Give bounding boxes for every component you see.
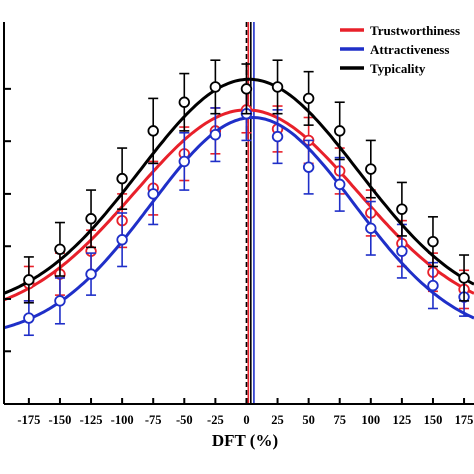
data-point-attractiveness [54, 295, 66, 307]
data-point-typicality [23, 274, 35, 286]
data-point-attractiveness [302, 161, 315, 173]
plot-area [3, 22, 474, 404]
data-point-attractiveness [365, 222, 377, 234]
fit-curve-trustworthiness [3, 108, 474, 302]
x-tick-label: -25 [207, 413, 224, 427]
data-point-typicality [85, 213, 97, 225]
x-tick-label: -75 [145, 413, 162, 427]
data-point-attractiveness [23, 312, 35, 324]
legend-label: Trustworthiness [370, 23, 460, 38]
data-point-attractiveness [147, 188, 159, 200]
data-point-typicality [302, 92, 315, 105]
data-point-attractiveness [116, 234, 128, 246]
data-point-typicality [209, 81, 222, 93]
data-point-typicality [334, 125, 346, 137]
x-tick-label: -150 [48, 413, 71, 427]
data-point-attractiveness [85, 268, 97, 280]
x-tick-label: 50 [302, 413, 315, 427]
fit-curve-typicality [3, 77, 474, 295]
data-point-attractiveness [178, 155, 190, 168]
data-point-typicality [271, 81, 284, 93]
tick-labels: -175 -150 -125 -100 -75 -50 -25 0 25 50 75 100 125 15… [17, 413, 473, 427]
x-tick-label: 25 [271, 413, 284, 427]
data-point-typicality [396, 203, 408, 215]
x-tick-label: 175 [455, 413, 474, 427]
data-point-typicality [427, 235, 439, 248]
x-tick-label: 125 [393, 413, 412, 427]
data-point-typicality [54, 243, 66, 255]
x-axis-title: DFT (%) [212, 431, 278, 450]
data-point-typicality [365, 163, 377, 175]
x-tick-label: 75 [333, 413, 346, 427]
data-point-typicality [116, 172, 128, 185]
data-point-attractiveness [396, 245, 408, 257]
data-point-attractiveness [334, 178, 346, 191]
data-point-typicality [178, 96, 190, 108]
fit-curve-attractiveness [3, 115, 474, 330]
data-point-typicality [147, 125, 159, 137]
axis-ticks [3, 22, 474, 405]
x-tick-label: -100 [111, 413, 134, 427]
legend-label: Attractiveness [370, 42, 449, 57]
legend: Trustworthiness Attractiveness Typicality [340, 23, 460, 76]
x-tick-label: -125 [80, 413, 103, 427]
data-point-attractiveness [271, 130, 284, 143]
data-point-typicality [240, 83, 253, 95]
x-tick-label: -175 [17, 413, 40, 427]
data-point-attractiveness [209, 128, 222, 141]
data-point-typicality [458, 272, 470, 284]
legend-label: Typicality [370, 61, 426, 76]
data-point-attractiveness [427, 279, 439, 292]
x-tick-label: 100 [361, 413, 380, 427]
x-tick-label: 0 [243, 413, 249, 427]
x-tick-label: 150 [424, 413, 443, 427]
x-tick-label: -50 [176, 413, 193, 427]
